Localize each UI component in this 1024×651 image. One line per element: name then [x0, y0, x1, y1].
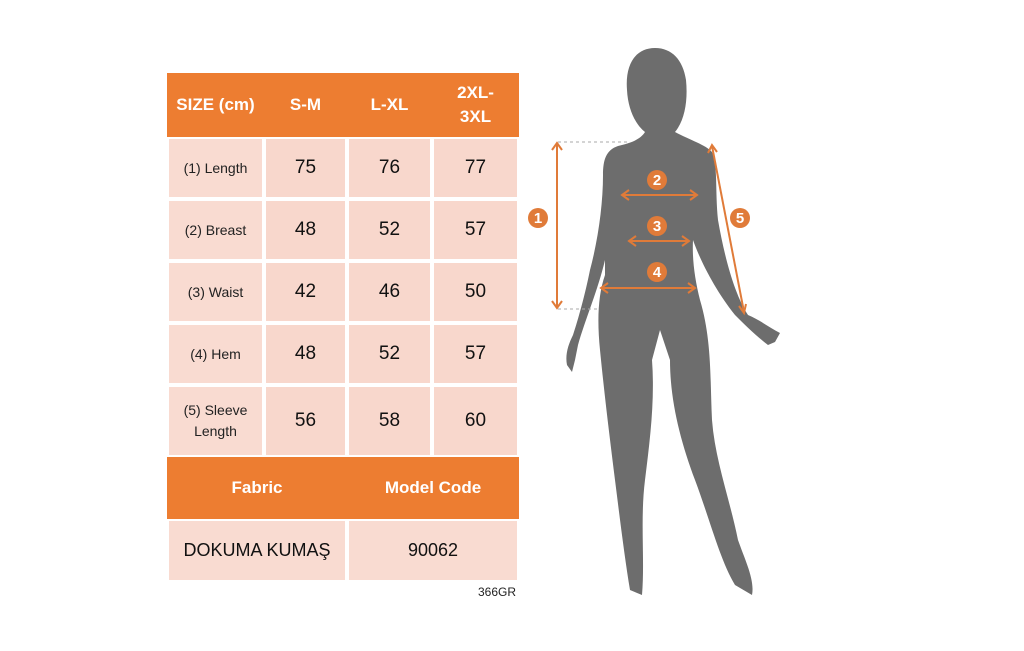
row-label: (4) Hem [167, 323, 264, 385]
header-size: SIZE (cm) [176, 95, 255, 114]
marker-circle [528, 208, 548, 228]
header-l-xl: L-XL [370, 95, 409, 114]
size-value: 48 [264, 199, 347, 261]
fabric-value: DOKUMA KUMAŞ [167, 519, 347, 582]
header-s-m: S-M [289, 95, 322, 114]
size-value: 42 [264, 261, 347, 323]
marker-number: 1 [534, 210, 542, 227]
size-value: 46 [347, 261, 432, 323]
size-value: 75 [264, 137, 347, 199]
size-value: 58 [347, 385, 432, 457]
row-label: (5) Sleeve Length [167, 385, 264, 457]
marker-circle [647, 170, 667, 190]
size-value: 50 [432, 261, 519, 323]
marker-number: 4 [653, 264, 662, 281]
header-2xl-3xl: 2XL-3XL [457, 83, 494, 126]
model-code-value: 90062 [347, 519, 519, 582]
size-value: 76 [347, 137, 432, 199]
size-value: 52 [347, 323, 432, 385]
marker-circle [730, 208, 750, 228]
size-value: 52 [347, 199, 432, 261]
marker-circle [647, 262, 667, 282]
size-value: 48 [264, 323, 347, 385]
fabric-header: Fabric [231, 478, 283, 497]
marker-number: 3 [653, 218, 661, 235]
size-value: 77 [432, 137, 519, 199]
size-chart-table: SIZE (cm) S-M L-XL 2XL-3XL Fabric Model … [167, 73, 519, 582]
size-value: 56 [264, 385, 347, 457]
size-value: 57 [432, 199, 519, 261]
model-code-header: Model Code [384, 478, 482, 497]
marker-number: 5 [736, 210, 744, 227]
silhouette [566, 48, 780, 595]
row-label: (2) Breast [167, 199, 264, 261]
sleeve-arrow [711, 145, 745, 313]
product-code: 366GR [478, 585, 517, 599]
marker-number: 2 [653, 172, 661, 189]
marker-circle [647, 216, 667, 236]
size-value: 57 [432, 323, 519, 385]
size-value: 60 [432, 385, 519, 457]
row-label: (3) Waist [167, 261, 264, 323]
row-label: (1) Length [167, 137, 264, 199]
